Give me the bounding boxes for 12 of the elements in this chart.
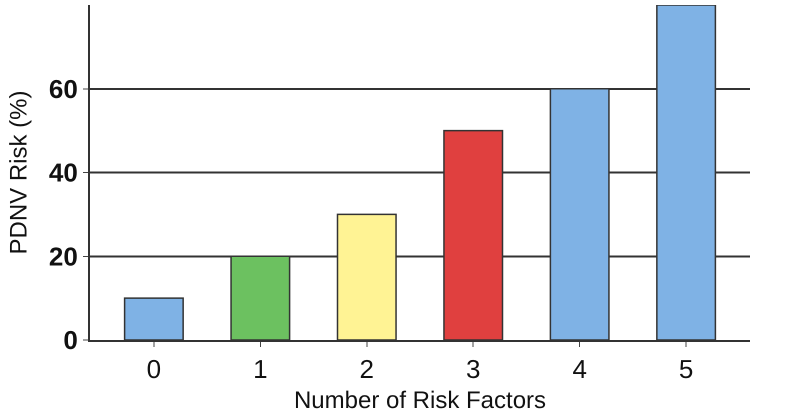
y-tick-label: 40 — [48, 158, 78, 188]
x-tick-label: 5 — [678, 354, 694, 384]
y-axis-title: PDNV Risk (%) — [5, 90, 32, 255]
x-tick-label: 0 — [146, 354, 162, 384]
x-axis-title: Number of Risk Factors — [294, 387, 546, 414]
x-tick-label: 2 — [360, 354, 374, 384]
x-tick-label: 1 — [253, 354, 268, 384]
x-tick-label: 3 — [466, 354, 480, 384]
y-tick-label: 60 — [48, 74, 78, 104]
y-tick-label: 0 — [63, 325, 78, 356]
x-tick-label: 4 — [572, 354, 587, 384]
y-tick-label: 20 — [48, 241, 78, 272]
